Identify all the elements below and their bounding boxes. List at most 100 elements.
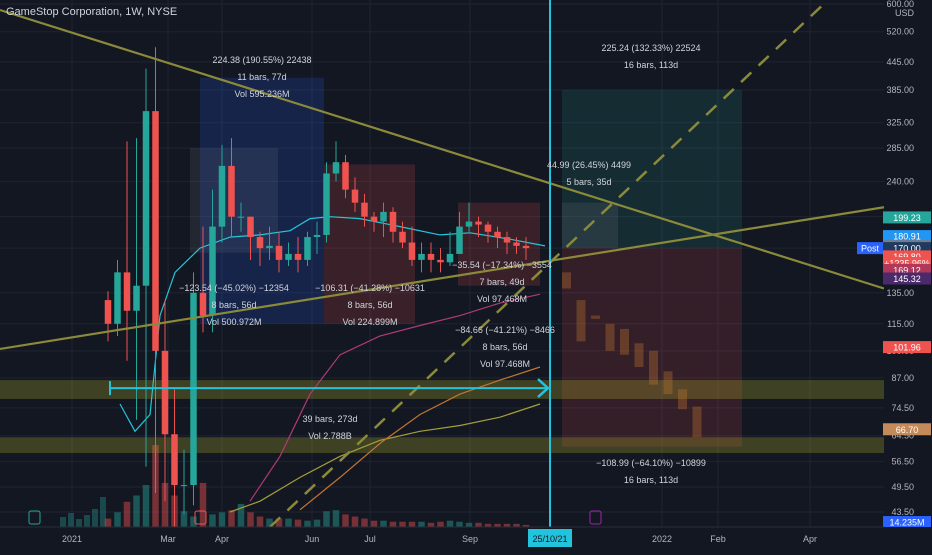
volume-bar	[332, 510, 340, 527]
price-tag-text: 145.32	[893, 274, 921, 284]
volume-bar	[313, 519, 321, 527]
candle[interactable]	[399, 231, 406, 243]
candle[interactable]	[114, 272, 121, 324]
trend-lines	[0, 0, 885, 528]
candle[interactable]	[465, 221, 473, 227]
annotation-range5: Vol 97.468M	[480, 359, 530, 369]
candle[interactable]	[389, 211, 397, 232]
candle[interactable]	[285, 253, 292, 260]
volume-bar	[100, 497, 106, 527]
time-axis[interactable]: 2021 Mar Apr Jun Jul Sep 25/10/21 2022 Feb Apr	[0, 526, 932, 550]
candle[interactable]	[446, 253, 454, 263]
candle[interactable]	[275, 245, 283, 260]
earnings-icon[interactable]	[28, 510, 41, 525]
volume-bar	[266, 518, 273, 527]
measure-box[interactable]	[324, 164, 415, 324]
range-arrow[interactable]	[109, 378, 550, 399]
volume-bar	[389, 521, 397, 527]
y-tick-label: 135.00	[886, 288, 914, 298]
candle[interactable]	[304, 237, 311, 260]
candle[interactable]	[370, 216, 378, 222]
candle[interactable]	[247, 216, 254, 238]
measure-box[interactable]	[562, 248, 742, 447]
annotation-range3: 8 bars, 56d	[347, 300, 392, 310]
volume-bar	[456, 521, 463, 527]
volume-bar	[304, 520, 311, 527]
price-tag-text: 101.96	[893, 343, 921, 353]
candle[interactable]	[522, 245, 530, 249]
candle[interactable]	[408, 242, 416, 260]
volume-bar	[218, 512, 226, 527]
candle[interactable]	[266, 245, 273, 249]
candle[interactable]	[380, 211, 387, 222]
ma-line-orange	[299, 366, 541, 511]
candle[interactable]	[361, 202, 368, 217]
y-tick-label: 385.00	[886, 85, 914, 95]
candle[interactable]	[494, 231, 501, 238]
candle[interactable]	[427, 253, 435, 260]
candle[interactable]	[437, 259, 444, 263]
candle[interactable]	[142, 111, 150, 286]
annotation-range8: 225.24 (132.33%) 22524	[601, 43, 700, 53]
candle[interactable]	[171, 434, 178, 486]
volume-bar	[76, 519, 82, 527]
volume-bar	[418, 521, 425, 527]
candle[interactable]	[323, 173, 330, 235]
candle[interactable]	[342, 162, 349, 190]
candle[interactable]	[209, 226, 216, 316]
projected-candle	[678, 389, 687, 410]
candle[interactable]	[294, 253, 302, 260]
annotation-range2: −123.54 (−45.02%) −12354	[179, 283, 289, 293]
y-tick-label: 74.50	[891, 403, 914, 413]
candle[interactable]	[123, 272, 131, 311]
time-axis-bg	[0, 527, 932, 550]
candle[interactable]	[456, 226, 463, 254]
volume-bar	[60, 517, 66, 527]
candle[interactable]	[332, 162, 340, 174]
support-band[interactable]	[0, 380, 884, 399]
candle[interactable]	[133, 285, 140, 311]
volume-bar	[446, 520, 454, 527]
price-tag-text: 14.235M	[889, 518, 924, 528]
volume-bar	[104, 518, 112, 527]
candle[interactable]	[180, 485, 188, 487]
volume-bar	[323, 511, 330, 527]
support-band[interactable]	[0, 437, 884, 453]
candle[interactable]	[256, 237, 264, 249]
volume-bar	[285, 518, 292, 527]
candle[interactable]	[161, 350, 169, 435]
price-tag	[883, 341, 931, 354]
volume-bar	[247, 512, 254, 527]
trend-line-dashed[interactable]	[269, 0, 829, 528]
candle[interactable]	[313, 234, 321, 238]
candle[interactable]	[351, 189, 359, 203]
candle[interactable]	[475, 221, 482, 225]
y-tick-label: 325.00	[886, 118, 914, 128]
earnings-icon[interactable]	[194, 510, 207, 525]
y-tick-label: 600.00	[886, 0, 914, 9]
candle[interactable]	[228, 165, 235, 217]
volume-bar	[475, 522, 482, 527]
y-tick-label: 240.00	[886, 176, 914, 186]
candle[interactable]	[503, 237, 511, 243]
candle[interactable]	[237, 216, 245, 218]
candle[interactable]	[218, 165, 226, 227]
y-tick-label: 56.50	[891, 456, 914, 466]
candle[interactable]	[418, 253, 425, 260]
trend-line-down[interactable]	[0, 8, 885, 290]
volume-bar	[437, 521, 444, 527]
earnings-icon[interactable]	[589, 510, 602, 525]
annotation-range7: 44.99 (26.45%) 4499	[547, 160, 631, 170]
trend-line-up[interactable]	[0, 206, 885, 351]
candle[interactable]	[199, 292, 207, 316]
candle[interactable]	[152, 111, 159, 351]
candle[interactable]	[513, 242, 520, 246]
candle[interactable]	[104, 300, 112, 324]
annotation-range4: −35.54 (−17.34%) −3554	[452, 260, 552, 270]
price-tag-text: 169.12	[893, 265, 921, 275]
annotation-range9: −108.99 (−64.10%) −10899	[596, 458, 706, 468]
candle[interactable]	[484, 224, 492, 232]
volume-bar	[142, 485, 150, 527]
volume-bar	[427, 522, 435, 527]
